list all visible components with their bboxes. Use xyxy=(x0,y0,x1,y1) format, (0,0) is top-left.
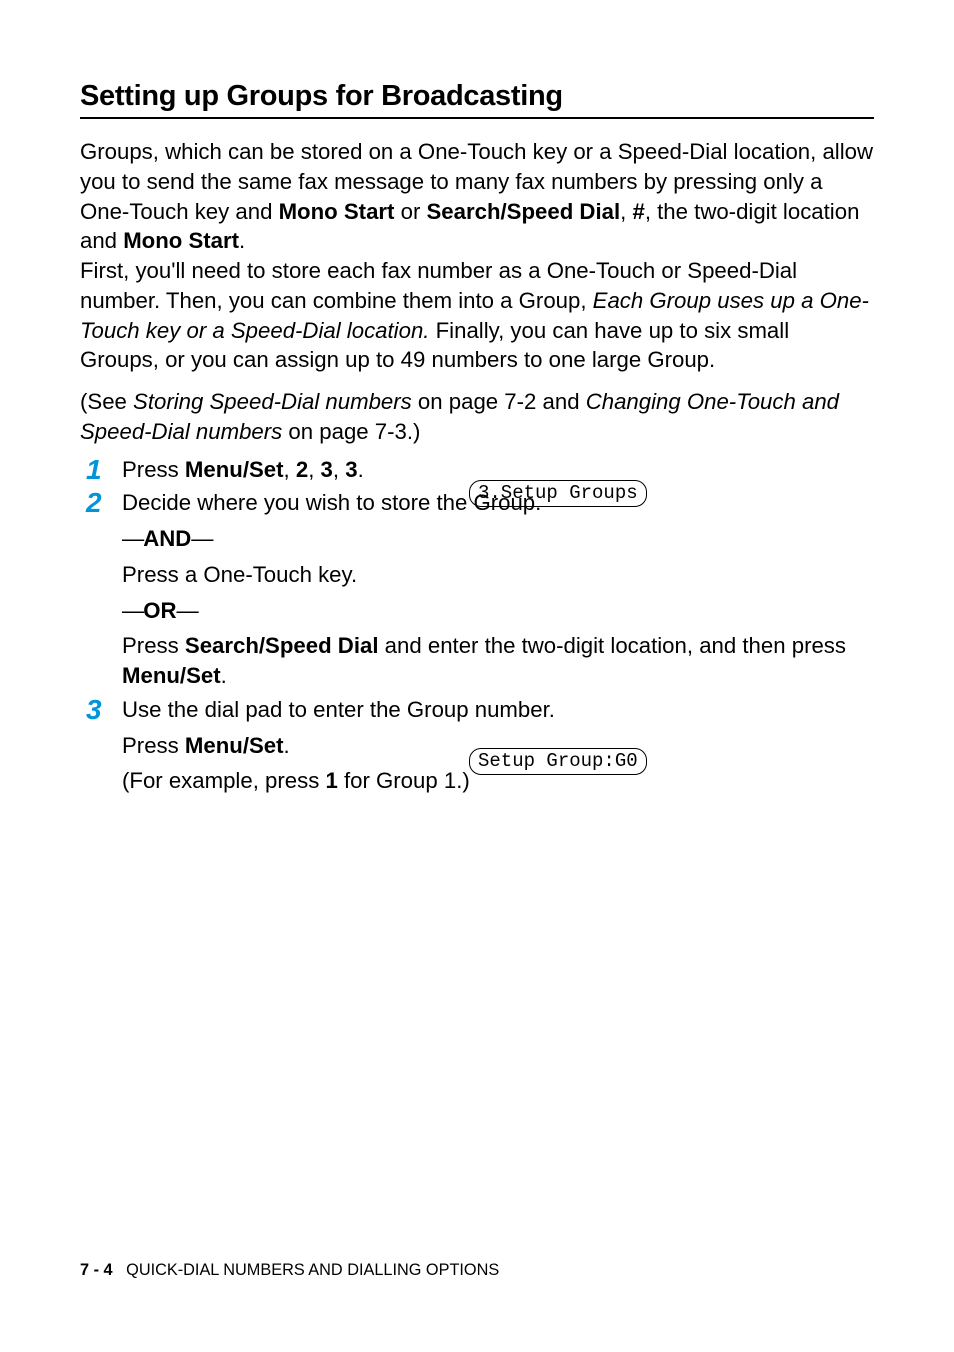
text: on page 7-2 and xyxy=(412,389,586,414)
menu-set-label: Menu/Set xyxy=(185,457,284,482)
text: Press xyxy=(122,457,185,482)
key-label: 2 xyxy=(296,457,308,482)
intro-paragraph-2: First, you'll need to store each fax num… xyxy=(80,256,874,375)
step-2: 2 Decide where you wish to store the Gro… xyxy=(80,488,874,691)
text: , xyxy=(308,457,320,482)
text: (For example, press xyxy=(122,768,325,793)
key-label: 1 xyxy=(325,768,337,793)
heading-rule xyxy=(80,117,874,119)
step-body: Use the dial pad to enter the Group numb… xyxy=(122,695,874,796)
text: and enter the two-digit location, and th… xyxy=(379,633,846,658)
menu-set-label: Menu/Set xyxy=(185,733,284,758)
text: on page 7-3.) xyxy=(282,419,420,444)
lcd-display-2: Setup Group:G0 xyxy=(469,748,647,775)
menu-set-label: Menu/Set xyxy=(122,663,221,688)
page-footer: 7 - 4 QUICK-DIAL NUMBERS AND DIALLING OP… xyxy=(80,1261,499,1280)
page: Setting up Groups for Broadcasting Group… xyxy=(0,0,954,1352)
ref-title: Storing Speed-Dial numbers xyxy=(133,389,412,414)
or-label: OR xyxy=(143,598,176,623)
dash: — xyxy=(122,598,143,623)
text: , xyxy=(333,457,345,482)
text: Press xyxy=(122,733,185,758)
search-speed-dial-label: Search/Speed Dial xyxy=(427,199,621,224)
step-number: 1 xyxy=(80,455,122,484)
lcd-display-1: 3.Setup Groups xyxy=(469,480,647,507)
step-number: 2 xyxy=(80,488,122,517)
text: or xyxy=(394,199,426,224)
dash: — xyxy=(122,526,143,551)
text: . xyxy=(284,733,290,758)
page-number: 7 - 4 xyxy=(80,1261,113,1279)
dash: — xyxy=(191,526,212,551)
dash: — xyxy=(176,598,197,623)
or-connector: —OR— xyxy=(122,596,874,626)
lcd-text: 3.Setup Groups xyxy=(469,480,647,507)
and-label: AND xyxy=(143,526,191,551)
text: . xyxy=(221,663,227,688)
text: . xyxy=(358,457,364,482)
text: Press xyxy=(122,633,185,658)
cross-reference: (See Storing Speed-Dial numbers on page … xyxy=(80,387,874,447)
section-heading: Setting up Groups for Broadcasting xyxy=(80,80,874,113)
text: Use the dial pad to enter the Group numb… xyxy=(122,695,874,725)
text: Press Search/Speed Dial and enter the tw… xyxy=(122,631,874,691)
intro-paragraph-1: Groups, which can be stored on a One-Tou… xyxy=(80,137,874,256)
search-speed-dial-label: Search/Speed Dial xyxy=(185,633,379,658)
step-number: 3 xyxy=(80,695,122,724)
key-label: 3 xyxy=(345,457,357,482)
mono-start-label: Mono Start xyxy=(123,228,239,253)
text: , xyxy=(284,457,296,482)
text: . xyxy=(239,228,245,253)
step-body: Decide where you wish to store the Group… xyxy=(122,488,874,691)
text: Press a One-Touch key. xyxy=(122,560,874,590)
and-connector: —AND— xyxy=(122,524,874,554)
text: for Group 1.) xyxy=(338,768,470,793)
key-label: 3 xyxy=(321,457,333,482)
hash-key-label: # xyxy=(632,199,644,224)
text: (See xyxy=(80,389,133,414)
mono-start-label: Mono Start xyxy=(279,199,395,224)
step-3: 3 Use the dial pad to enter the Group nu… xyxy=(80,695,874,796)
lcd-text: Setup Group:G0 xyxy=(469,748,647,775)
text: , xyxy=(620,199,632,224)
footer-title: QUICK-DIAL NUMBERS AND DIALLING OPTIONS xyxy=(126,1261,499,1279)
